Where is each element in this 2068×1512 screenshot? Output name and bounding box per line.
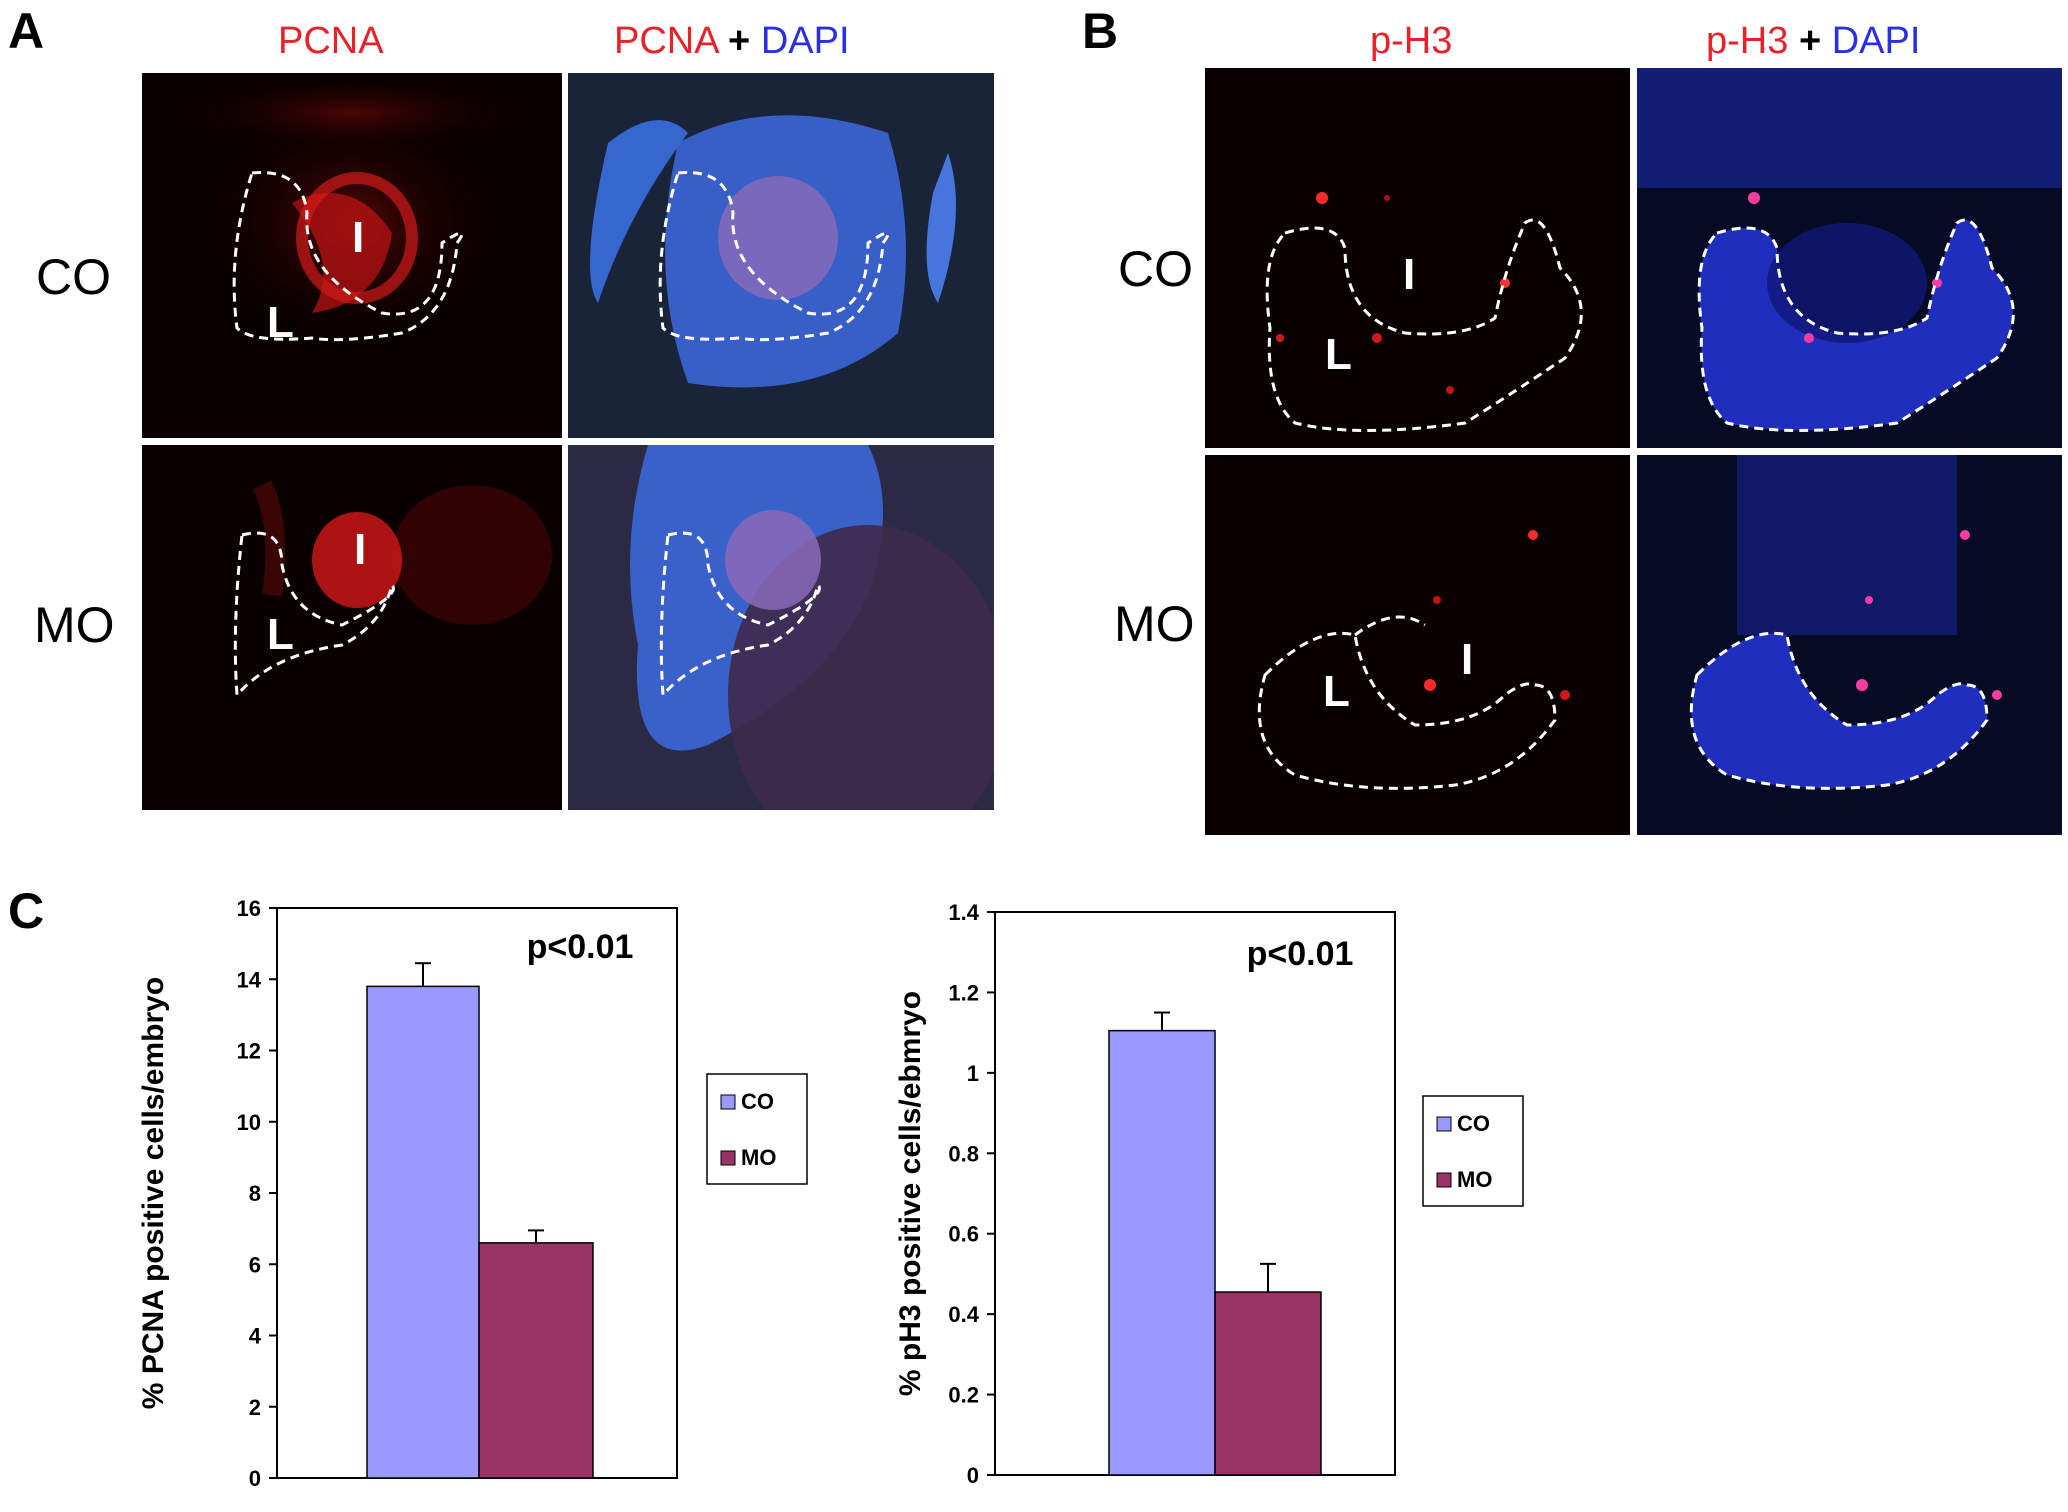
legend-box — [706, 1073, 808, 1185]
micrograph-b-mo-ph3: I L — [1205, 455, 1630, 835]
y-tick-label: 0.4 — [948, 1302, 979, 1327]
micrograph-b-mo-merge — [1637, 455, 2062, 835]
region-label-l: L — [1325, 330, 1352, 379]
y-tick-label: 0.2 — [948, 1383, 979, 1408]
region-label-i: I — [352, 213, 365, 262]
micrograph-a-mo-pcna: I L — [142, 445, 562, 810]
y-tick-label: 0 — [249, 1466, 261, 1491]
bar-mo — [1214, 1291, 1322, 1476]
y-tick-label: 12 — [237, 1039, 261, 1064]
header-plus: + — [1798, 20, 1822, 62]
y-tick-label: 4 — [249, 1324, 262, 1349]
header-stain-1: PCNA — [614, 20, 718, 62]
y-tick-label: 2 — [249, 1395, 261, 1420]
micrograph-a-mo-merge — [568, 445, 994, 810]
header-stain-2: DAPI — [1831, 20, 1921, 62]
chart-ph3: 0 0.2 0.4 0.6 0.8 1 1.2 1.4 p<0.01 % pH3 positive… — [894, 900, 1524, 1488]
region-label-i: I — [354, 525, 367, 574]
chart-pcna: 0 2 4 6 8 10 12 14 16 p<0.01 % PCNA positive cells… — [137, 896, 808, 1491]
y-tick-label: 8 — [249, 1181, 261, 1206]
header-plus: + — [728, 20, 751, 62]
y-tick-label: 0 — [967, 1463, 979, 1488]
panel-letter-b: B — [1082, 3, 1119, 59]
legend-swatch — [1436, 1116, 1452, 1132]
panel-letter-a: A — [8, 3, 45, 59]
region-label-i: I — [1403, 250, 1416, 299]
panel-a-header-right: PCNA + DAPI — [614, 20, 850, 63]
panel-b-row-label-mo: MO — [1114, 596, 1195, 652]
region-label-i: I — [1461, 635, 1474, 684]
y-axis-label: % pH3 positive cells/ebmryo — [894, 991, 927, 1396]
y-tick-label: 14 — [237, 967, 262, 992]
bar-co — [366, 985, 480, 1479]
region-label-l: L — [267, 298, 294, 347]
annotation-pvalue: p<0.01 — [527, 928, 634, 966]
y-tick-label: 16 — [237, 896, 261, 921]
header-stain-2: DAPI — [760, 20, 850, 62]
micrograph-a-co-merge — [568, 73, 994, 438]
legend-swatch — [720, 1150, 736, 1166]
panel-a-row-label-mo: MO — [34, 597, 115, 653]
micrograph-a-co-pcna: I L — [142, 73, 562, 438]
legend-swatch — [720, 1094, 736, 1110]
panel-b-header-left: p-H3 — [1370, 20, 1453, 62]
legend-label-mo: MO — [741, 1145, 776, 1170]
bar-mo — [478, 1242, 594, 1479]
micrograph-b-co-merge — [1637, 68, 2062, 448]
y-tick-label: 1 — [967, 1061, 979, 1086]
panel-a-row-label-co: CO — [36, 249, 111, 305]
legend-swatch — [1436, 1172, 1452, 1188]
y-tick-label: 0.8 — [948, 1141, 979, 1166]
panel-b-row-label-co: CO — [1118, 241, 1193, 297]
y-tick-label: 1.2 — [948, 980, 979, 1005]
panel-letter-c: C — [8, 883, 45, 939]
bar-co — [1108, 1029, 1216, 1476]
panel-b-header-right: p-H3 + DAPI — [1706, 20, 1920, 63]
annotation-pvalue: p<0.01 — [1247, 935, 1354, 973]
y-axis-label: % PCNA positive cells/embryo — [137, 977, 170, 1409]
y-tick-label: 10 — [237, 1110, 261, 1135]
region-label-l: L — [1323, 667, 1350, 716]
legend-label-mo: MO — [1457, 1167, 1492, 1192]
legend-label-co: CO — [741, 1089, 774, 1114]
y-tick-label: 1.4 — [948, 900, 979, 925]
legend-label-co: CO — [1457, 1111, 1490, 1136]
micrograph-b-co-ph3: I L — [1205, 68, 1630, 448]
legend-box — [1422, 1095, 1524, 1207]
y-tick-label: 0.6 — [948, 1222, 979, 1247]
panel-a-header-left: PCNA — [278, 20, 384, 62]
region-label-l: L — [267, 610, 294, 659]
header-stain-1: p-H3 — [1706, 20, 1789, 62]
y-tick-label: 6 — [249, 1252, 261, 1277]
